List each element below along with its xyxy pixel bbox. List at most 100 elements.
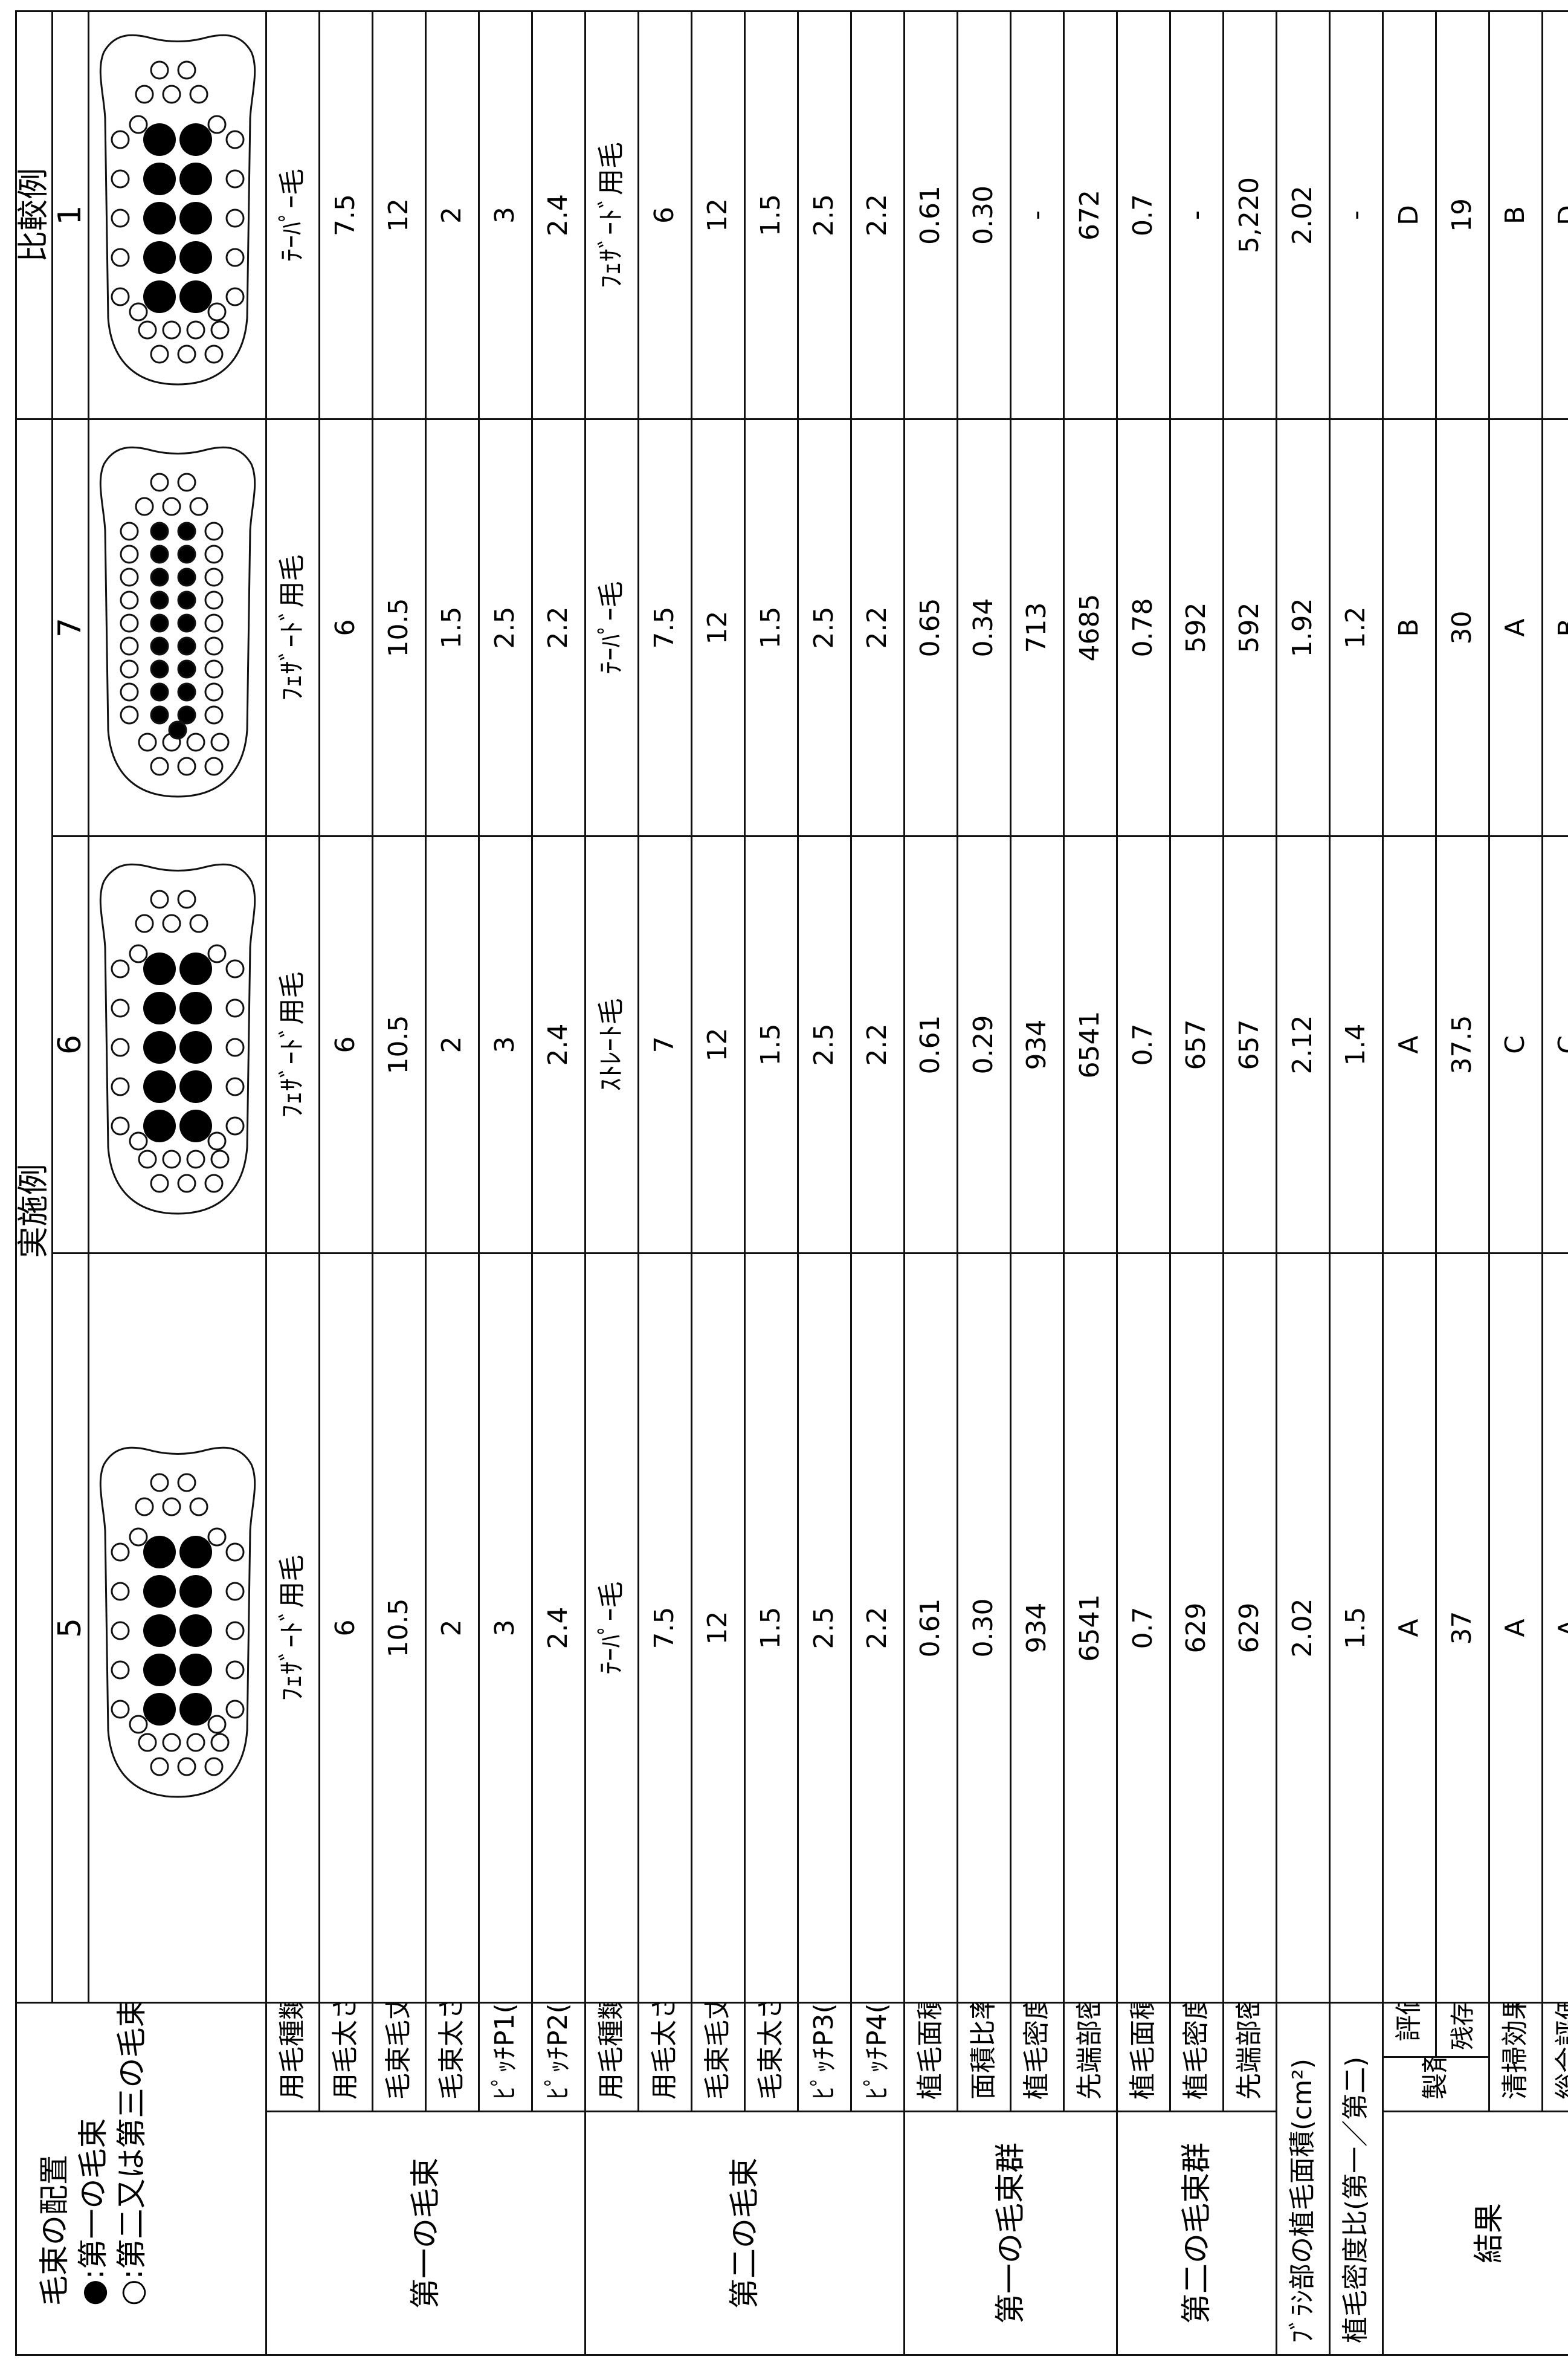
second-tuft-dot [178, 474, 195, 491]
second-tuft-dot [227, 1701, 244, 1718]
first-tuft-dot [151, 546, 168, 563]
table-row: 毛束太さ(mm)1.51.51.51.5 [745, 11, 798, 2355]
second-tuft-dot [130, 116, 147, 133]
value-cell: 2.2 [532, 419, 586, 836]
row-label-density-g1: 植毛密度(本/cm²) [1011, 2003, 1064, 2112]
row-label-area-ratio: 面積比率 [958, 2003, 1011, 2112]
second-tuft-dot [139, 1735, 156, 1752]
value-cell: 6 [320, 1254, 373, 2003]
first-tuft-dot [143, 1071, 176, 1104]
value-cell: 1.4 [1330, 836, 1383, 1254]
second-tuft-dot [112, 1662, 129, 1679]
second-tuft-dot [163, 1499, 180, 1516]
value-cell: 0.30 [958, 1254, 1011, 2003]
value-cell: 19 [1436, 11, 1489, 419]
second-tuft-dot [163, 1735, 180, 1752]
second-tuft-dot [163, 499, 180, 516]
second-tuft-dot [112, 288, 129, 305]
value-cell: 0.34 [958, 419, 1011, 836]
second-tuft-dot [178, 1176, 195, 1192]
column-header-6: 6 [53, 836, 89, 1254]
value-cell: 2.4 [532, 1254, 586, 2003]
second-tuft-dot [208, 116, 225, 133]
value-cell: A [1489, 419, 1543, 836]
second-tuft-dot [208, 1716, 225, 1733]
value-cell: 2.2 [851, 11, 905, 419]
column-header-1: 1 [53, 11, 89, 419]
brush-layout-6 [89, 836, 266, 1254]
value-cell: 10.5 [373, 419, 426, 836]
value-cell: 657 [1224, 836, 1277, 1254]
value-cell: B [1543, 419, 1568, 836]
row-label-density-g2: 植毛密度(本/cm²) [1170, 2003, 1224, 2112]
value-cell: 2.5 [798, 419, 851, 836]
second-tuft-dot [121, 684, 138, 701]
value-cell: 0.7 [1117, 11, 1170, 419]
second-tuft-dot [205, 615, 222, 632]
value-cell: 0.30 [958, 11, 1011, 419]
value-cell: 6 [639, 11, 692, 419]
first-tuft-dot [179, 202, 212, 235]
second-tuft-dot [205, 707, 222, 724]
value-cell: ｽﾄﾚｰﾄ毛 [586, 836, 639, 1254]
second-tuft-dot [227, 1040, 244, 1056]
row-label-pitch-p2: ﾋﾟｯﾁP2(mm) [532, 2003, 586, 2112]
row-label-pitch-p4: ﾋﾟｯﾁP4(mm) [851, 2003, 905, 2112]
value-cell: 2.5 [798, 836, 851, 1254]
value-cell: C [1543, 836, 1568, 1254]
second-tuft-dot [208, 1133, 225, 1150]
group-label-second-group: 第二の毛束群 [1117, 2112, 1277, 2355]
second-tuft-dot [205, 546, 222, 563]
first-tuft-dot [143, 163, 176, 195]
table-row: 第一の毛束用毛種類ﾌｪｻﾞｰﾄﾞ用毛ﾌｪｻﾞｰﾄﾞ用毛ﾌｪｻﾞｰﾄﾞ用毛ﾃｰﾊﾟ… [266, 11, 320, 2355]
value-cell: 0.61 [905, 1254, 958, 2003]
brush-head-figure [93, 852, 262, 1238]
value-cell: 2 [426, 1254, 479, 2003]
example-group-header: 実施例 [16, 419, 53, 2003]
first-tuft-dot [143, 241, 176, 274]
first-tuft-dot [179, 1615, 212, 1648]
legend-cell: 毛束の配置 ●:第一の毛束 ○:第二又は第三の毛束 [16, 2003, 266, 2355]
second-tuft-dot [190, 916, 207, 933]
column-header-7: 7 [53, 419, 89, 836]
second-tuft-dot [190, 1499, 207, 1516]
table-row: 毛束太さ(mm)221.52 [426, 11, 479, 2355]
row-label-cleaning: 清掃効果 [1489, 2003, 1543, 2112]
first-tuft-dot [178, 615, 195, 632]
value-cell: 934 [1011, 836, 1064, 1254]
first-tuft-dot [178, 638, 195, 655]
second-tuft-dot [121, 615, 138, 632]
first-tuft-dot [169, 722, 186, 739]
value-cell: 5,220 [1224, 11, 1277, 419]
second-tuft-dot [151, 346, 168, 363]
second-tuft-dot [139, 322, 156, 338]
first-tuft-dot [179, 280, 212, 313]
first-tuft-dot [178, 523, 195, 540]
second-tuft-dot [112, 1544, 129, 1561]
second-tuft-dot [112, 210, 129, 227]
value-cell: B [1383, 419, 1436, 836]
table-row: 毛束毛丈(mm)12121212 [692, 11, 745, 2355]
first-tuft-dot [179, 953, 212, 986]
second-tuft-dot [227, 131, 244, 148]
second-tuft-dot [227, 961, 244, 978]
second-tuft-dot [178, 346, 195, 363]
value-cell: 12 [373, 11, 426, 419]
value-cell: 2.2 [851, 1254, 905, 2003]
second-tuft-dot [112, 1701, 129, 1718]
row-label-tuft-length-2: 毛束毛丈(mm) [692, 2003, 745, 2112]
value-cell: 7.5 [639, 1254, 692, 2003]
second-tuft-dot [136, 499, 153, 516]
second-tuft-dot [121, 661, 138, 678]
row-label-area-g1: 植毛面積(cm²) [905, 2003, 958, 2112]
value-cell: 7.5 [320, 11, 373, 419]
second-tuft-dot [208, 946, 225, 963]
second-tuft-dot [151, 1475, 168, 1492]
table-row: 毛束毛丈(mm)10.510.510.512 [373, 11, 426, 2355]
value-cell: 2 [426, 11, 479, 419]
value-cell: B [1489, 11, 1543, 419]
value-cell: ﾃｰﾊﾟｰ毛 [266, 11, 320, 419]
first-tuft-dot [179, 1536, 212, 1569]
first-tuft-dot [178, 661, 195, 678]
first-tuft-dot [143, 1654, 176, 1687]
